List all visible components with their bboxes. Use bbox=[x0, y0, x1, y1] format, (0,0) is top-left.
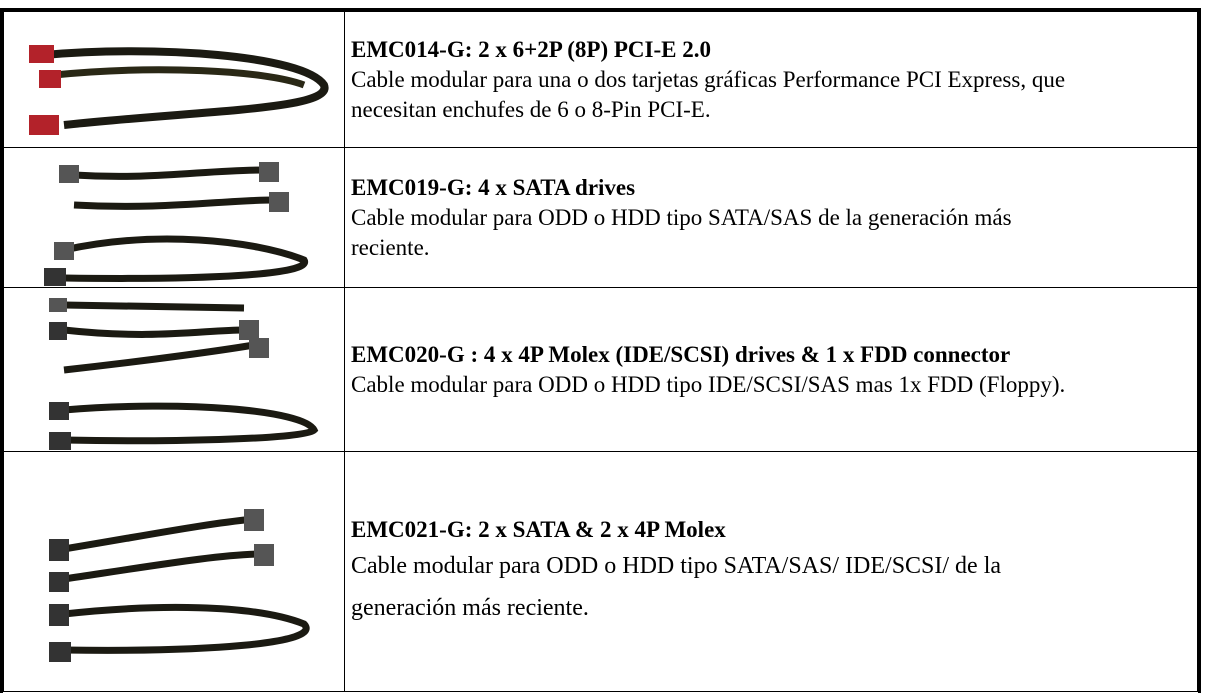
row-title: EMC014-G: 2 x 6+2P (8P) PCI-E 2.0 bbox=[351, 36, 711, 62]
row: EMC020-G : 4 x 4P Molex (IDE/SCSI) drive… bbox=[3, 287, 1198, 452]
row: EMC014-G: 2 x 6+2P (8P) PCI-E 2.0 Cable m… bbox=[3, 11, 1198, 148]
image-cell bbox=[3, 287, 345, 452]
image-cell bbox=[3, 11, 345, 148]
row-description: Cable modular para ODD o HDD tipo SATA/S… bbox=[351, 204, 1012, 260]
row-description: Cable modular para ODD o HDD tipo SATA/S… bbox=[351, 552, 1002, 621]
text-cell: EMC019-G: 4 x SATA drives Cable modular p… bbox=[344, 147, 1198, 288]
cable-image bbox=[44, 161, 309, 286]
cable-table: EMC014-G: 2 x 6+2P (8P) PCI-E 2.0 Cable m… bbox=[3, 11, 1198, 692]
text-cell: EMC021-G: 2 x SATA & 2 x 4P Molex Cable m… bbox=[344, 451, 1198, 692]
row-description: Cable modular para ODD o HDD tipo IDE/SC… bbox=[351, 371, 1066, 397]
row: EMC021-G: 2 x SATA & 2 x 4P Molex Cable m… bbox=[3, 451, 1198, 692]
text-cell: EMC014-G: 2 x 6+2P (8P) PCI-E 2.0 Cable m… bbox=[344, 11, 1198, 148]
cable-image bbox=[29, 44, 329, 135]
row-description: Cable modular para una o dos tarjetas gr… bbox=[351, 66, 1066, 122]
row-title: EMC020-G : 4 x 4P Molex (IDE/SCSI) drive… bbox=[351, 341, 1011, 367]
row-title: EMC019-G: 4 x SATA drives bbox=[351, 174, 636, 200]
row-title: EMC021-G: 2 x SATA & 2 x 4P Molex bbox=[351, 516, 726, 542]
table-frame: EMC014-G: 2 x 6+2P (8P) PCI-E 2.0 Cable m… bbox=[0, 8, 1201, 693]
image-cell bbox=[3, 147, 345, 288]
row: EMC019-G: 4 x SATA drives Cable modular p… bbox=[3, 147, 1198, 288]
cable-image bbox=[49, 508, 310, 662]
text-cell: EMC020-G : 4 x 4P Molex (IDE/SCSI) drive… bbox=[344, 287, 1198, 452]
image-cell bbox=[3, 451, 345, 692]
cable-image bbox=[49, 297, 319, 450]
